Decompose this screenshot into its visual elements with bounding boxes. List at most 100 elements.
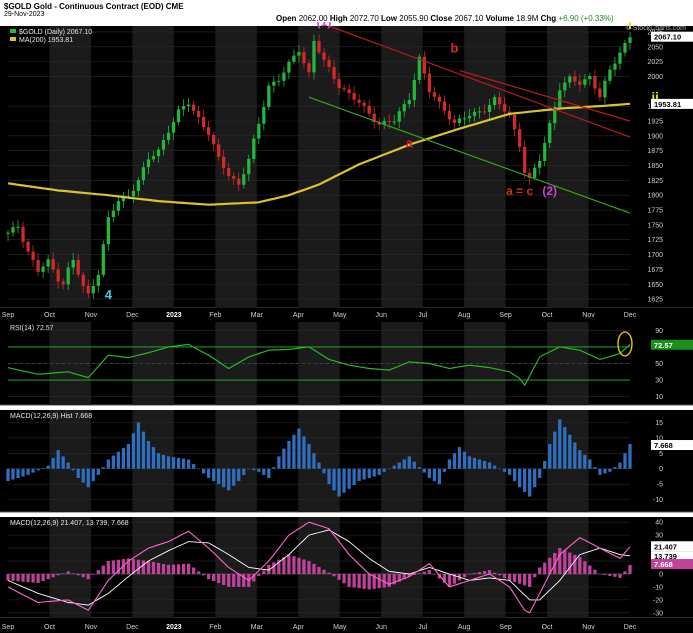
legend-swatch — [10, 29, 16, 33]
x-tick-label-top: Oct — [44, 312, 55, 319]
candle-body — [41, 266, 45, 272]
macd-hist-bar — [292, 556, 296, 574]
x-tick-label-bottom: Jul — [418, 624, 427, 631]
macd-hist-bar — [191, 567, 196, 574]
hist-bar — [151, 447, 156, 469]
hist-bar — [472, 457, 477, 469]
macd-hist-bar — [61, 573, 65, 574]
macd-hist-bar — [6, 573, 10, 581]
macd-hist-bar — [96, 570, 100, 574]
hist-bar — [573, 442, 577, 469]
x-tick-label-bottom: Sep — [2, 624, 15, 631]
candle-body — [548, 123, 552, 143]
wave-label: (2) — [542, 184, 557, 198]
hist-bar — [207, 468, 211, 478]
macd-hist-bar — [442, 573, 447, 583]
macd-hist-bar — [342, 573, 346, 584]
hist-bar — [217, 468, 221, 485]
date-axis-band — [0, 308, 693, 322]
macd-hist-bar — [322, 569, 326, 574]
legend-swatch — [10, 37, 16, 41]
macd-hist-bar — [146, 561, 151, 574]
macd-hist-bar — [543, 562, 547, 574]
price-y-tick: 1850 — [647, 163, 663, 170]
hist-bar — [146, 440, 151, 469]
legend-entry: $GOLD (Daily) 2067.10 — [19, 29, 92, 36]
chg-label: Chg — [540, 14, 557, 23]
candle-body — [11, 227, 15, 233]
macd-hist-bar — [497, 573, 502, 576]
macd-hist-bar — [302, 559, 306, 574]
candle-body — [16, 226, 20, 228]
x-tick-label-top: Feb — [209, 312, 221, 319]
candle-body — [558, 90, 562, 107]
candle-body — [327, 59, 331, 68]
candle-body — [367, 105, 371, 114]
hist-y-tick: 15 — [655, 420, 663, 427]
hist-bar — [613, 467, 617, 469]
macd-hist-bar — [76, 573, 80, 576]
macd-hist-bar — [533, 573, 537, 578]
hist-bar — [432, 468, 437, 482]
hist-bar — [332, 468, 336, 491]
macd-hist-bar — [156, 562, 161, 574]
candle-body — [307, 63, 311, 73]
macd-hist-bar — [528, 573, 532, 587]
legend-entry: MA(200) 1953.81 — [19, 37, 73, 44]
hist-bar — [387, 468, 391, 470]
hist-bar — [502, 468, 507, 472]
hist-bar — [492, 465, 497, 469]
macd-hist-bar — [16, 573, 20, 582]
candle-body — [166, 132, 171, 141]
hist-bar — [558, 419, 562, 469]
rsi-y-tick: 10 — [655, 394, 663, 401]
hist-bar — [227, 468, 231, 491]
candle-body — [6, 232, 10, 234]
candle-body — [61, 281, 65, 285]
macd-hist-bar — [447, 573, 452, 587]
candle-body — [96, 274, 100, 286]
x-tick-label-top: Jul — [418, 312, 427, 319]
hist-bar — [196, 468, 201, 470]
macd-hist-bar — [507, 573, 512, 581]
x-tick-label-bottom: 2023 — [166, 624, 182, 631]
macd-signal-tag: 13.739 — [654, 552, 677, 561]
candle-body — [156, 149, 161, 157]
macd-hist-bar — [518, 573, 522, 584]
hist-bar — [126, 444, 131, 469]
x-tick-label-top: Sep — [2, 312, 15, 319]
macd-hist-bar — [277, 559, 281, 574]
macd-hist-bar — [482, 571, 487, 574]
month-stripe — [49, 26, 91, 308]
rsi-y-tick: 50 — [655, 361, 663, 368]
hist-bar — [427, 468, 431, 478]
hist-value-tag: 7.668 — [654, 441, 673, 450]
hist-bar — [482, 461, 487, 469]
macd-hist-bar — [41, 573, 45, 582]
rsi-highlight-ellipse — [617, 331, 633, 357]
candle-body — [352, 93, 356, 100]
candle-body — [227, 167, 231, 176]
candle-body — [487, 104, 492, 113]
hist-legend: MACD(12,26,9) Hist 7.668 — [10, 413, 92, 420]
hist-bar — [598, 468, 602, 475]
macd-hist-bar — [201, 573, 206, 576]
hist-bar — [312, 453, 316, 469]
candle-body — [161, 140, 166, 150]
candle-body — [357, 99, 361, 103]
macd-hist-bar — [312, 563, 316, 574]
macd-hist-bar — [487, 570, 492, 574]
hist-bar — [352, 468, 356, 485]
x-tick-label-bottom: Dec — [126, 624, 139, 631]
candle-body — [613, 63, 617, 70]
candle-body — [36, 259, 40, 272]
hist-bar — [507, 468, 512, 475]
macd-hist-bar — [412, 573, 416, 575]
ma-price-tag-bg — [651, 98, 693, 109]
macd-hist-bar — [212, 573, 216, 582]
month-stripe — [132, 26, 174, 308]
x-tick-label-top: Apr — [293, 312, 305, 319]
macd-hist-bar — [31, 573, 35, 583]
hist-bar — [76, 468, 80, 478]
candle-body — [146, 159, 151, 168]
